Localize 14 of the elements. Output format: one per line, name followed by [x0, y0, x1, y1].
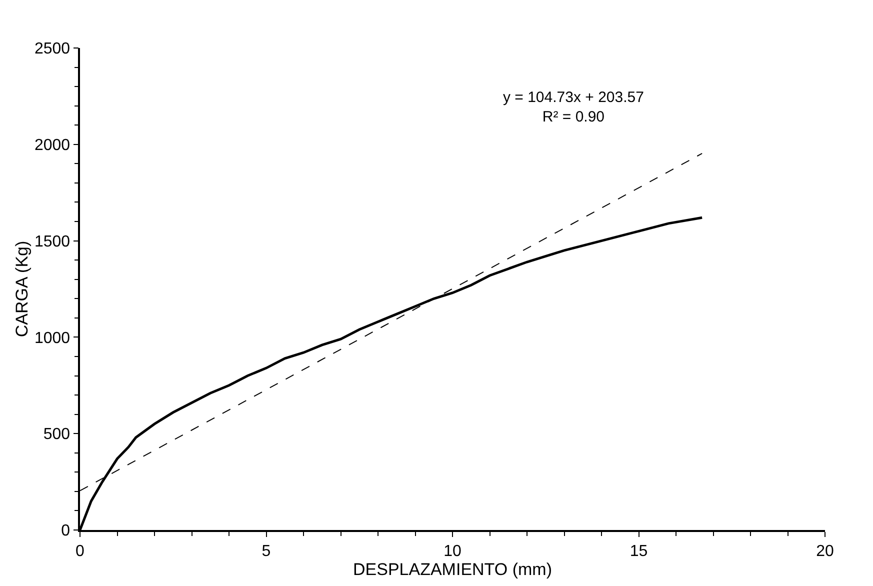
- x-tick-label: 15: [630, 542, 648, 560]
- annotation: y = 104.73x + 203.57 R² = 0.90: [503, 89, 644, 126]
- x-tick-label: 5: [262, 542, 271, 560]
- y-tick-label: 2000: [34, 137, 70, 154]
- y-tick-label: 500: [43, 426, 70, 444]
- x-tick-label: 10: [444, 542, 462, 560]
- x-axis-title: DESPLAZAMIENTO (mm): [353, 560, 552, 579]
- y-tick-label: 2500: [34, 40, 70, 58]
- x-tick-label: 20: [816, 542, 834, 560]
- y-tick-label: 1000: [34, 330, 70, 347]
- y-tick-label: 1500: [34, 233, 70, 250]
- y-axis-title: CARGA (Kg): [12, 240, 32, 338]
- x-tick-label: 0: [76, 542, 85, 560]
- y-tick-label: 0: [61, 522, 70, 540]
